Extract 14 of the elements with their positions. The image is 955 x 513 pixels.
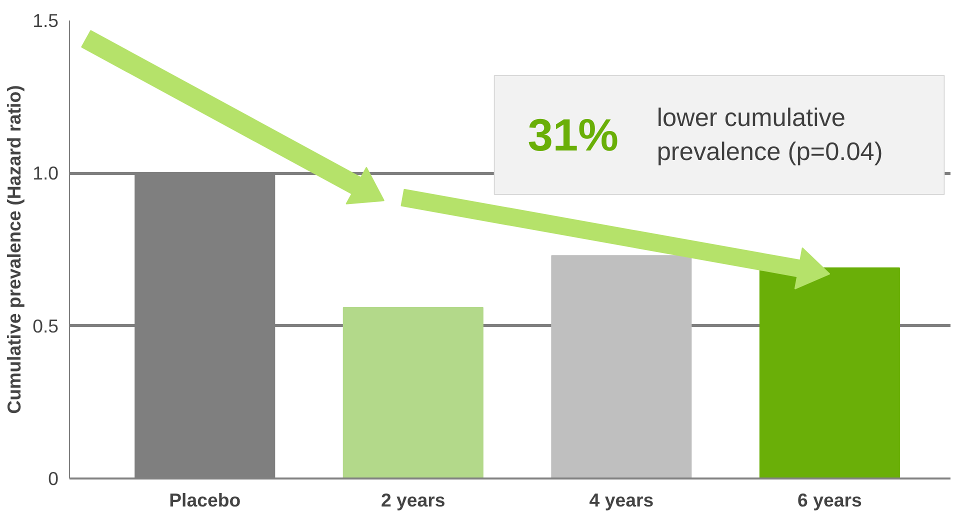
y-tick-label: 0.5 [32, 315, 59, 336]
bar [759, 267, 900, 478]
y-tick-label: 1.5 [32, 10, 59, 31]
x-tick-label: 4 years [589, 490, 654, 510]
annotation: 31% [528, 110, 618, 160]
y-axis-title: Cumulative prevalence (Hazard ratio) [4, 85, 25, 414]
y-tick-label: 0 [48, 468, 59, 489]
x-tick-label: 2 years [380, 490, 446, 510]
x-tick-label: 6 years [798, 490, 862, 510]
x-tick-label: Placebo [169, 490, 241, 510]
bar [342, 307, 484, 478]
y-tick-label: 1.0 [32, 162, 59, 184]
annotation: lower cumulative prevalence (p=0.04) [656, 104, 883, 166]
bar [551, 255, 692, 478]
